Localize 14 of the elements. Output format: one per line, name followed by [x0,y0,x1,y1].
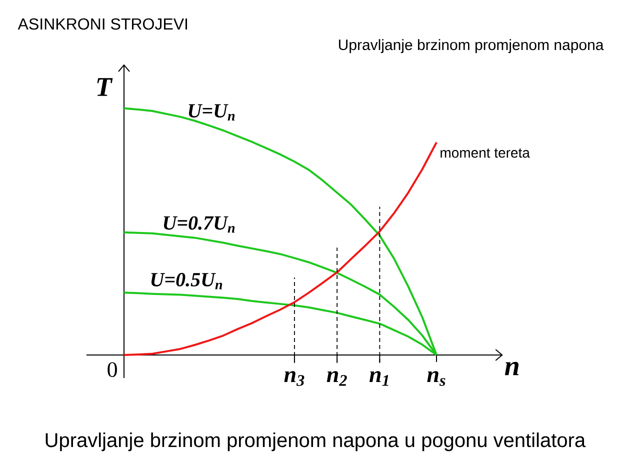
chart-subtitle: Upravljanje brzinom promjenom napona [338,39,604,54]
series-label: U=0.5U$_{n}$ [151,272,222,290]
x-tick-label: n$_{2}$ [326,371,347,386]
series-label: U=U$_{n}$ [188,104,235,120]
text: 0 [108,362,117,378]
x-tick-label: n$_{1}$ [369,371,388,386]
y-axis-title: T [97,78,113,96]
x-tick-label: n$_{3}$ [284,371,304,386]
x-axis-title: n [504,362,519,376]
series-label: U=0.7U$_{n}$ [164,216,235,233]
text: Upravljanje brzinom promjenom napona u pogonu ventilatora [46,432,586,452]
series-label: moment tereta [440,148,530,158]
x-tick-label: n$_{s}$ [427,371,446,386]
chart-title: ASINKRONI STROJEVI [18,18,188,30]
